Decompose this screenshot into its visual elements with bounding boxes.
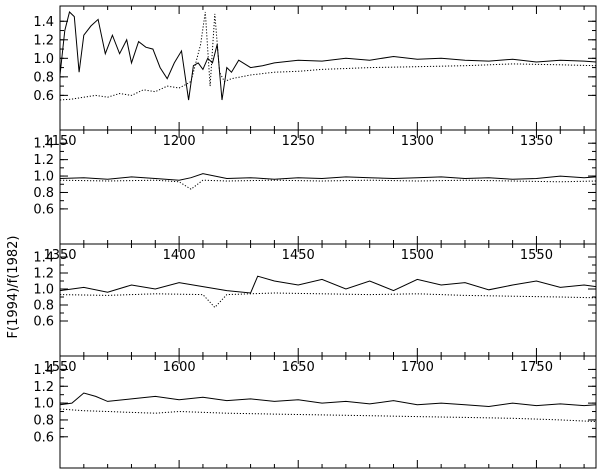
panel-frame [59, 5, 597, 131]
x-tick-label: 1500 [401, 248, 434, 263]
y-tick-label: 0.6 [33, 89, 54, 104]
y-tick-label: 0.6 [33, 430, 54, 445]
y-tick-label: 0.8 [33, 186, 54, 201]
x-tick-label: 1200 [163, 134, 196, 149]
y-tick-label: 1.0 [33, 397, 54, 412]
series-solid-line [59, 275, 597, 294]
y-tick-label: 1.4 [33, 137, 54, 152]
panel-4: 0.60.81.01.21.417501800185019001950 [33, 355, 597, 469]
series-solid-line [59, 392, 597, 408]
y-tick-label: 1.0 [33, 283, 54, 298]
y-tick-label: 1.4 [33, 15, 54, 30]
panel-frame [59, 355, 597, 469]
x-tick-label: 1750 [520, 360, 553, 375]
y-tick-label: 1.2 [33, 380, 54, 395]
series-dotted-line [59, 179, 597, 190]
y-tick-label: 1.0 [33, 170, 54, 185]
y-tick-label: 1.4 [33, 363, 54, 378]
y-tick-label: 0.6 [33, 315, 54, 330]
x-tick-label: 1250 [282, 134, 315, 149]
y-tick-label: 0.6 [33, 202, 54, 217]
panel-frame [59, 243, 597, 357]
series-dotted-line [59, 408, 597, 423]
series-dotted-line [59, 292, 597, 309]
x-tick-label: 1650 [282, 360, 315, 375]
y-tick-label: 0.8 [33, 413, 54, 428]
x-tick-label: 1700 [401, 360, 434, 375]
y-axis-title: F(1994)/f(1982) [6, 236, 21, 339]
y-tick-label: 0.8 [33, 70, 54, 85]
x-tick-label: 1300 [401, 134, 434, 149]
series-solid-line [59, 11, 597, 101]
x-tick-label: 1550 [520, 248, 553, 263]
series-dotted-line [59, 11, 597, 101]
panel-frame [59, 129, 597, 245]
y-tick-label: 1.2 [33, 153, 54, 168]
x-tick-label: 1600 [163, 360, 196, 375]
y-tick-label: 0.8 [33, 299, 54, 314]
x-tick-label: 1350 [520, 134, 553, 149]
x-tick-label: 1400 [163, 248, 196, 263]
x-tick-label: 1450 [282, 248, 315, 263]
y-tick-label: 1.2 [33, 267, 54, 282]
y-tick-label: 1.2 [33, 33, 54, 48]
series-solid-line [59, 173, 597, 181]
y-tick-label: 1.4 [33, 251, 54, 266]
y-tick-label: 1.0 [33, 52, 54, 67]
